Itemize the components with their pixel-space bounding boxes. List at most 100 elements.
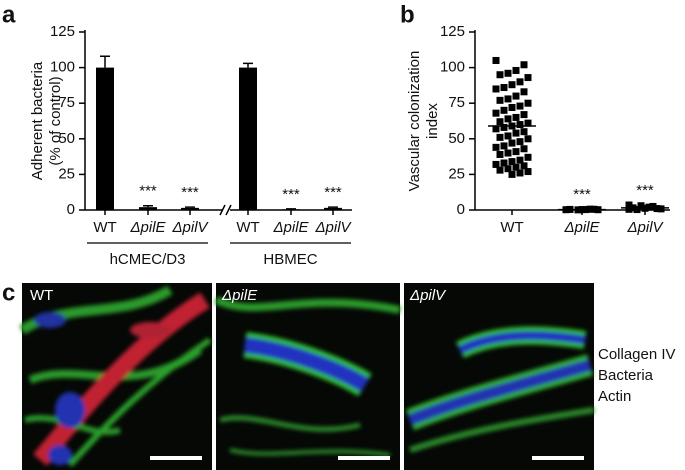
point: [625, 201, 633, 209]
point: [524, 153, 532, 161]
point: [520, 61, 528, 69]
x-tick-label: WT: [500, 219, 523, 236]
point: [496, 150, 504, 158]
image-label: ΔpilE: [221, 287, 258, 304]
bar: [181, 207, 199, 210]
point: [508, 103, 516, 111]
y-axis-label: (% of control): [47, 76, 64, 165]
point: [512, 163, 520, 171]
point: [508, 170, 516, 178]
point: [496, 71, 504, 79]
error-bar: [185, 206, 195, 208]
point: [516, 138, 524, 146]
point: [524, 135, 532, 143]
point: [492, 109, 500, 117]
x-tick-label: WT: [236, 219, 259, 236]
point: [492, 85, 500, 93]
y-tick-label: 125: [50, 23, 75, 40]
y-axis-label: Adherent bacteria: [29, 61, 46, 180]
micrograph: [404, 283, 595, 470]
point: [512, 92, 520, 100]
point: [516, 121, 524, 129]
y-tick-label: 125: [440, 23, 465, 40]
point: [496, 133, 504, 141]
x-tick-label: ΔpilV: [314, 219, 352, 236]
panel-label: a: [2, 1, 16, 28]
point: [520, 128, 528, 136]
panel-label: b: [400, 1, 415, 28]
point: [520, 111, 528, 119]
point: [500, 123, 508, 131]
point: [520, 145, 528, 153]
point: [516, 102, 524, 110]
x-tick-label: ΔpilV: [626, 219, 664, 236]
point: [625, 205, 633, 213]
y-axis-label: index: [424, 103, 441, 139]
y-axis-label: Vascular colonization: [406, 51, 423, 192]
point: [512, 113, 520, 121]
y-tick-label: 75: [58, 94, 75, 111]
point: [504, 95, 512, 103]
significance: ***: [324, 184, 342, 201]
point: [500, 106, 508, 114]
x-tick-label: WT: [93, 219, 116, 236]
x-tick-label: ΔpilV: [171, 219, 209, 236]
point: [520, 162, 528, 170]
point: [492, 125, 500, 133]
error-bar: [243, 62, 253, 68]
significance: ***: [282, 186, 300, 203]
bar: [139, 207, 157, 210]
point: [496, 118, 504, 126]
legend-entry: Collagen IV: [598, 346, 676, 363]
point: [496, 96, 504, 104]
point: [524, 119, 532, 127]
panel-label: c: [2, 279, 15, 306]
point: [500, 159, 508, 167]
point: [504, 165, 512, 173]
x-tick-label: ΔpilE: [129, 219, 166, 236]
y-tick-label: 0: [67, 201, 75, 218]
y-tick-label: 25: [448, 165, 465, 182]
point: [524, 168, 532, 176]
y-tick-label: 100: [440, 59, 465, 76]
error-bar: [143, 204, 153, 208]
significance: ***: [573, 186, 591, 203]
bar: [239, 67, 257, 210]
significance: ***: [139, 183, 157, 200]
point: [524, 99, 532, 107]
y-tick-label: 50: [448, 130, 465, 147]
point: [492, 56, 500, 64]
point: [516, 78, 524, 86]
point: [512, 148, 520, 156]
point: [524, 74, 532, 82]
bar: [96, 67, 114, 210]
y-tick-label: 100: [50, 59, 75, 76]
bar: [282, 209, 300, 210]
micrograph: [19, 283, 212, 470]
image-label: ΔpilV: [409, 287, 447, 304]
bar: [324, 207, 342, 210]
point: [508, 81, 516, 89]
legend-entry: Actin: [598, 388, 631, 405]
point: [508, 158, 516, 166]
point: [637, 202, 645, 210]
legend-entry: Bacteria: [598, 367, 654, 384]
micrograph: [214, 283, 401, 470]
point: [504, 69, 512, 77]
point: [504, 132, 512, 140]
point: [649, 202, 657, 210]
axis-break: [219, 204, 226, 216]
axis-break: [225, 204, 232, 216]
error-bar: [328, 206, 338, 208]
point: [516, 169, 524, 177]
point: [504, 149, 512, 157]
y-tick-label: 25: [58, 165, 75, 182]
point: [500, 84, 508, 92]
y-tick-label: 0: [457, 201, 465, 218]
point: [520, 88, 528, 96]
image-label: WT: [30, 287, 53, 304]
point: [512, 129, 520, 137]
point: [633, 206, 641, 214]
point: [500, 142, 508, 150]
point: [512, 66, 520, 74]
